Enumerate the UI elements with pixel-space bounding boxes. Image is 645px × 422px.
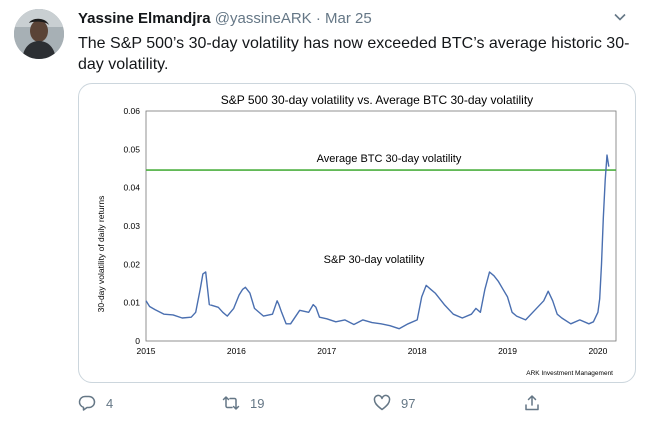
x-tick-label: 2016: [227, 346, 246, 356]
author-handle[interactable]: @yassineARK: [214, 10, 312, 27]
reply-icon: [78, 395, 96, 411]
y-tick-label: 0.03: [123, 221, 140, 231]
y-tick-label: 0.05: [123, 144, 140, 154]
avatar-image: [14, 9, 64, 59]
sp500-volatility-line: [145, 154, 610, 330]
x-tick-labels: 2015 2016 2017 2018 2019 2020: [137, 346, 608, 356]
sp-line-annotation: S&P 30-day volatility: [324, 254, 425, 266]
x-tick-label: 2017: [317, 346, 336, 356]
y-tick-label: 0: [135, 336, 140, 346]
avatar[interactable]: [14, 9, 64, 59]
chart-card[interactable]: S&P 500 30-day volatility vs. Average BT…: [78, 83, 636, 383]
share-icon: [525, 395, 539, 411]
tweet-actions: 4 19 97: [78, 392, 558, 414]
reply-count: 4: [106, 395, 114, 411]
like-count: 97: [401, 395, 416, 411]
heart-icon: [373, 394, 391, 411]
series-layer: [145, 154, 616, 330]
like-button[interactable]: 97: [373, 392, 415, 414]
author-name[interactable]: Yassine Elmandjra: [78, 10, 211, 27]
tweet-header: Yassine Elmandjra @yassineARK · Mar 25: [78, 9, 372, 29]
tweet-text: The S&P 500’s 30-day volatility has now …: [78, 35, 630, 73]
x-tick-label: 2019: [498, 346, 517, 356]
y-tick-labels: 0 0.01 0.02 0.03 0.04 0.05 0.06: [123, 106, 140, 346]
y-axis-label: 30-day volatility of daily returns: [96, 196, 106, 313]
y-tick-label: 0.01: [123, 298, 140, 308]
plot-area: [145, 110, 617, 342]
retweet-count: 19: [250, 395, 265, 411]
reply-button[interactable]: 4: [78, 392, 113, 414]
volatility-chart: S&P 500 30-day volatility vs. Average BT…: [96, 93, 617, 377]
btc-line-annotation: Average BTC 30-day volatility: [317, 153, 462, 165]
x-tick-label: 2015: [137, 346, 156, 356]
x-tick-label: 2018: [408, 346, 427, 356]
retweet-icon: [222, 396, 240, 410]
chevron-down-icon[interactable]: [613, 10, 627, 24]
y-tick-label: 0.02: [123, 259, 140, 269]
retweet-button[interactable]: 19: [222, 392, 264, 414]
header-separator: ·: [315, 10, 321, 27]
x-tick-label: 2020: [588, 346, 607, 356]
chart-source: ARK Investment Management: [526, 370, 613, 377]
share-button[interactable]: [523, 392, 551, 414]
tweet-date[interactable]: Mar 25: [325, 10, 372, 27]
chart-title: S&P 500 30-day volatility vs. Average BT…: [221, 93, 533, 107]
y-tick-label: 0.06: [123, 106, 140, 116]
y-tick-label: 0.04: [123, 183, 140, 193]
